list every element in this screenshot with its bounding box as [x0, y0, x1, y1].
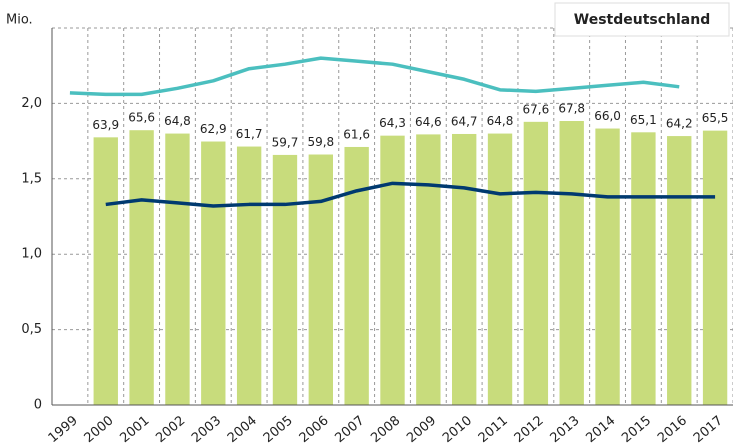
bar-value-label: 63,9 — [92, 118, 119, 132]
x-tick-label: 2003 — [189, 413, 224, 446]
bar-value-label: 61,6 — [343, 127, 370, 141]
bar — [272, 154, 298, 405]
bar-value-label: 62,9 — [200, 122, 227, 136]
bar — [308, 154, 334, 405]
bar-value-label: 64,7 — [451, 114, 478, 128]
bar — [380, 135, 405, 405]
bar-value-label: 65,6 — [128, 111, 155, 125]
x-tick-label: 2015 — [619, 413, 654, 446]
line — [69, 56, 680, 97]
x-tick-label: 1999 — [46, 413, 81, 446]
x-tick-label: 2009 — [404, 413, 439, 446]
bar — [129, 130, 154, 405]
bar-value-label: 65,5 — [702, 111, 729, 125]
x-tick-label: 2004 — [225, 413, 260, 446]
x-tick-label: 2017 — [691, 413, 726, 446]
bar — [595, 128, 620, 406]
title-box — [554, 2, 730, 37]
x-tick-label: 2001 — [117, 413, 152, 446]
bar — [559, 120, 584, 405]
y-tick-label: 1,5 — [21, 171, 42, 186]
bar-value-label: 61,7 — [236, 127, 263, 141]
bar — [93, 137, 118, 405]
bar-value-label: 64,8 — [487, 114, 514, 128]
y-tick-label: 0 — [34, 398, 42, 413]
bar — [631, 132, 656, 405]
bar — [416, 134, 441, 406]
y-tick-label: 1,0 — [21, 247, 42, 262]
bar-value-label: 67,8 — [558, 101, 585, 115]
line — [105, 181, 716, 208]
x-tick-label: 2011 — [476, 413, 511, 446]
x-tick-label: 2014 — [583, 413, 618, 446]
x-tick-label: 2000 — [82, 413, 117, 446]
x-tick-label: 2013 — [548, 413, 583, 446]
bar-value-label: 59,7 — [272, 135, 299, 149]
bar — [487, 133, 513, 405]
x-tick-label: 2006 — [297, 413, 332, 446]
x-tick-label: 2010 — [440, 413, 475, 446]
bar-value-label: 59,8 — [307, 135, 334, 149]
bar-value-label: 64,3 — [379, 116, 406, 130]
x-tick-label: 2012 — [512, 413, 547, 446]
bar — [236, 146, 262, 405]
chart-title: Westdeutschland — [574, 12, 710, 28]
bar-value-label: 64,6 — [415, 115, 442, 129]
y-tick-label: 0,5 — [21, 322, 42, 337]
y-axis-label: Mio. — [6, 13, 33, 28]
bar — [451, 133, 477, 405]
x-tick-label: 2005 — [261, 413, 296, 446]
bar — [165, 133, 190, 405]
x-tick-label: 2008 — [368, 413, 403, 446]
bar-value-label: 64,2 — [666, 117, 693, 131]
bar-value-label: 66,0 — [594, 109, 621, 123]
bar-value-label: 64,8 — [164, 114, 191, 128]
bar — [344, 146, 369, 405]
x-tick-label: 2016 — [655, 413, 690, 446]
y-tick-label: 2,0 — [21, 96, 42, 111]
bar — [702, 130, 728, 405]
bar — [523, 121, 549, 405]
x-tick-label: 2007 — [332, 413, 367, 446]
bar — [667, 136, 692, 405]
bar — [201, 141, 226, 405]
bar-value-label: 65,1 — [630, 113, 657, 127]
x-tick-label: 2002 — [153, 413, 188, 446]
bar-value-label: 67,6 — [523, 102, 550, 116]
